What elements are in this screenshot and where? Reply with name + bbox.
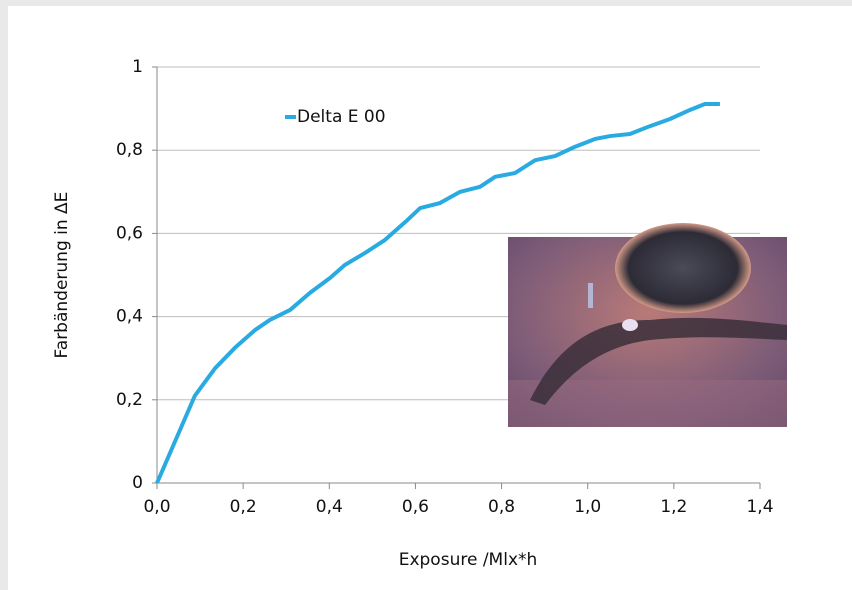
y-tick-label: 0,4	[116, 307, 143, 327]
y-tick-label: 0,6	[116, 223, 143, 243]
y-tick-label: 0,8	[116, 140, 143, 160]
data-line	[155, 102, 720, 484]
x-tick-label: 1,0	[574, 497, 601, 517]
y-axis-title: Farbänderung in ΔE	[52, 192, 72, 359]
x-tick-label: 0,2	[230, 497, 257, 517]
y-tick-label: 0,2	[116, 390, 143, 410]
y-tick-label: 1	[132, 57, 143, 77]
x-tick-label: 0,8	[488, 497, 515, 517]
x-tick-label: 0,0	[143, 497, 170, 517]
inset-photo	[508, 223, 787, 427]
x-tick-label: 0,6	[402, 497, 429, 517]
x-tick-label: 1,2	[660, 497, 687, 517]
x-axis-title: Exposure /Mlx*h	[399, 550, 538, 570]
y-tick-label: 0	[132, 473, 143, 493]
x-tick-label: 1,4	[746, 497, 773, 517]
legend-label: Delta E 00	[297, 107, 386, 127]
x-tick-label: 0,4	[316, 497, 343, 517]
